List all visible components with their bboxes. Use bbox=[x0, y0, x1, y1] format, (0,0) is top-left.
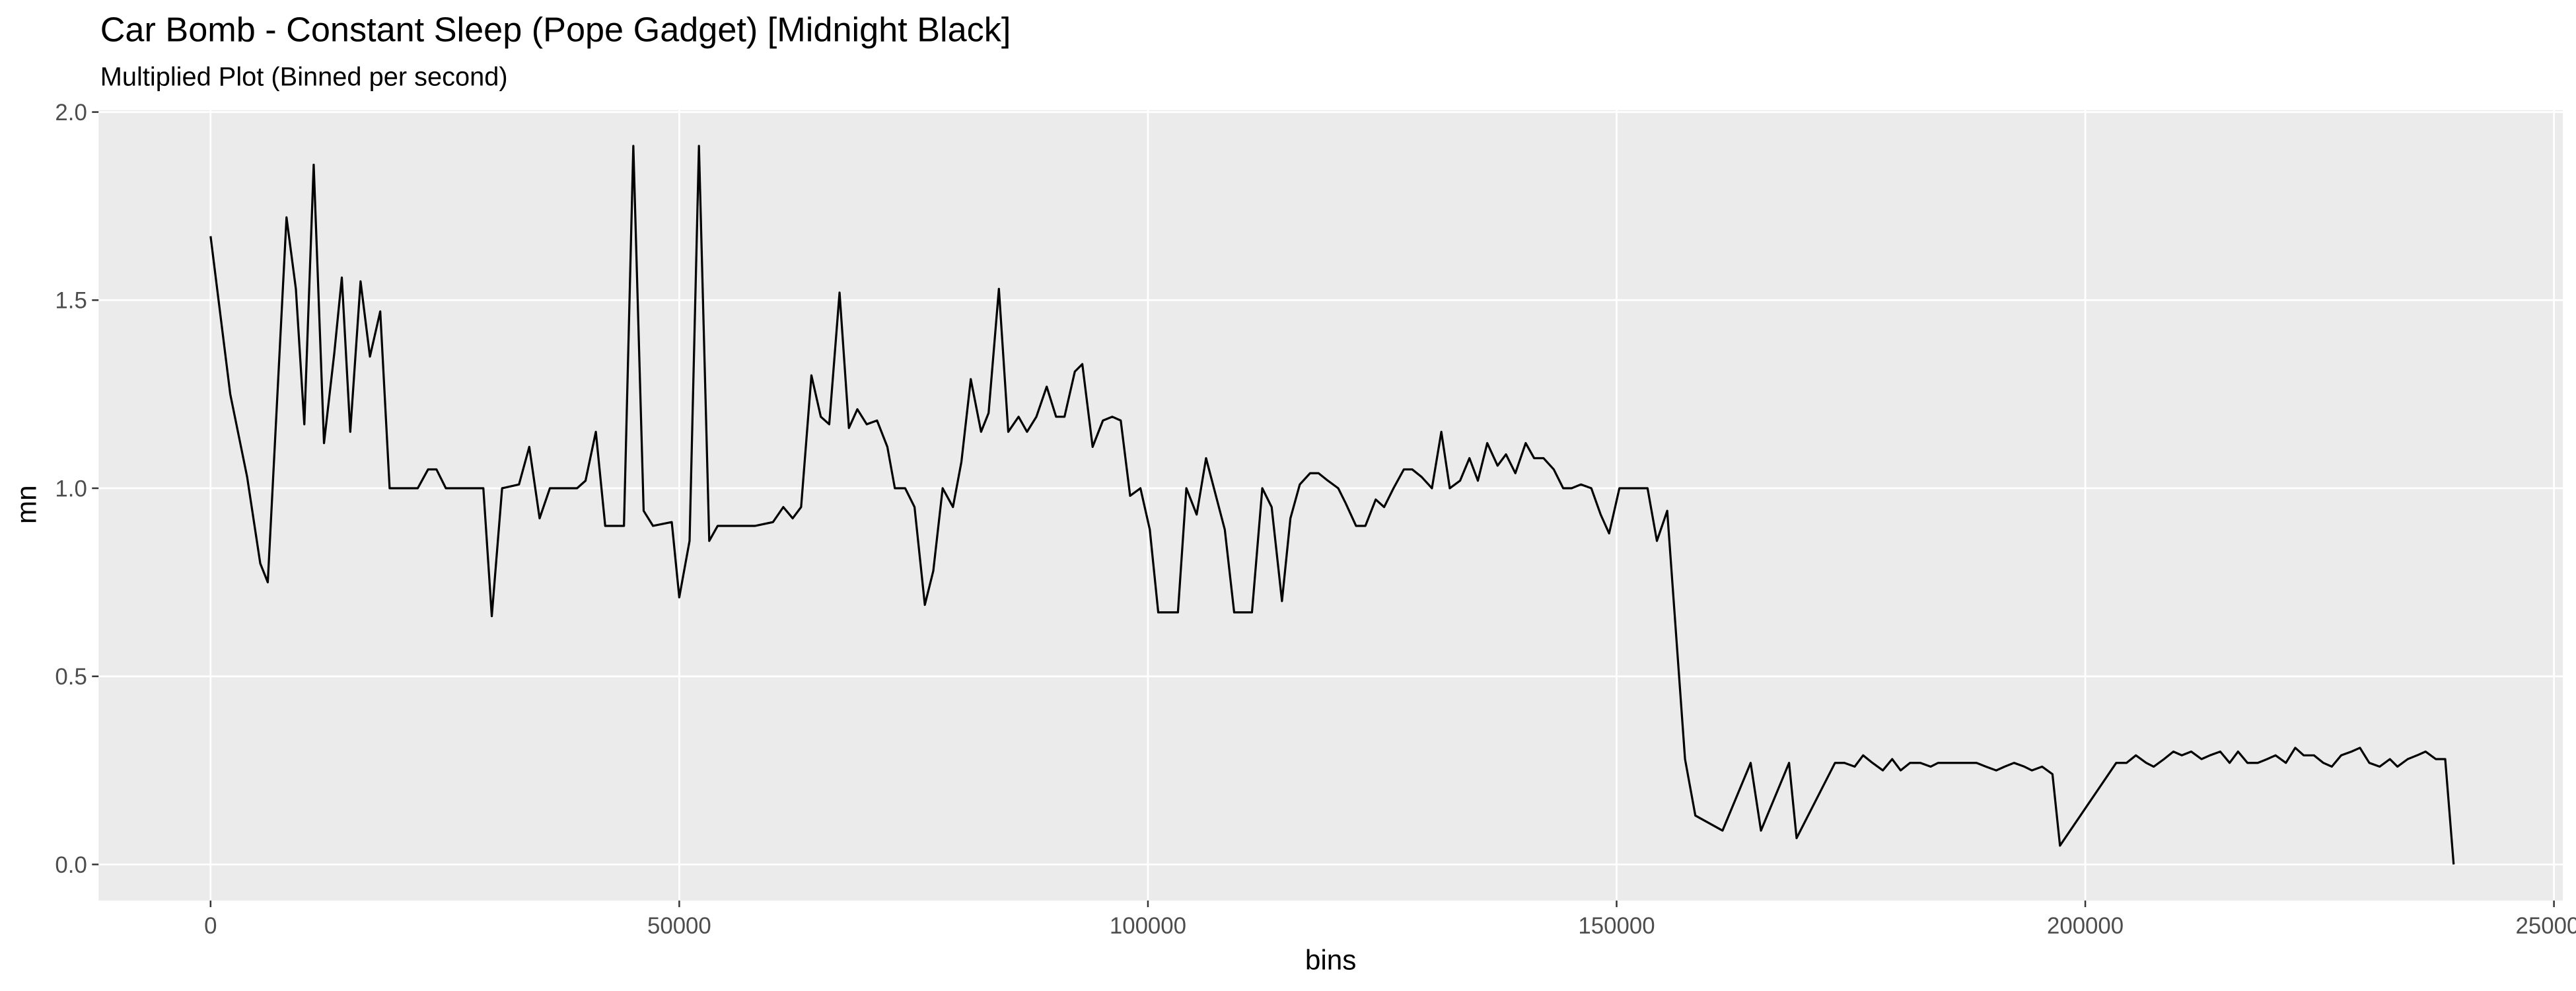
x-tick-label: 50000 bbox=[647, 913, 711, 939]
chart-title: Car Bomb - Constant Sleep (Pope Gadget) … bbox=[100, 11, 1011, 49]
data-line bbox=[209, 145, 2455, 865]
y-tick-label: 0.0 bbox=[55, 852, 87, 878]
y-tick-label: 1.0 bbox=[55, 476, 87, 501]
y-axis-title: mn bbox=[11, 485, 42, 524]
x-axis-title: bins bbox=[1305, 945, 1357, 976]
plot-panel bbox=[98, 110, 2563, 901]
x-tick-label: 150000 bbox=[1578, 913, 1655, 939]
x-tick-label: 100000 bbox=[1110, 913, 1186, 939]
y-tick-label: 0.5 bbox=[55, 664, 87, 690]
x-tick-label: 0 bbox=[204, 913, 217, 939]
y-tick-label: 1.5 bbox=[55, 288, 87, 314]
x-tick-label: 200000 bbox=[2047, 913, 2124, 939]
chart-subtitle: Multiplied Plot (Binned per second) bbox=[100, 62, 508, 91]
y-tick-label: 2.0 bbox=[55, 100, 87, 126]
x-tick-label: 250000 bbox=[2516, 913, 2576, 939]
